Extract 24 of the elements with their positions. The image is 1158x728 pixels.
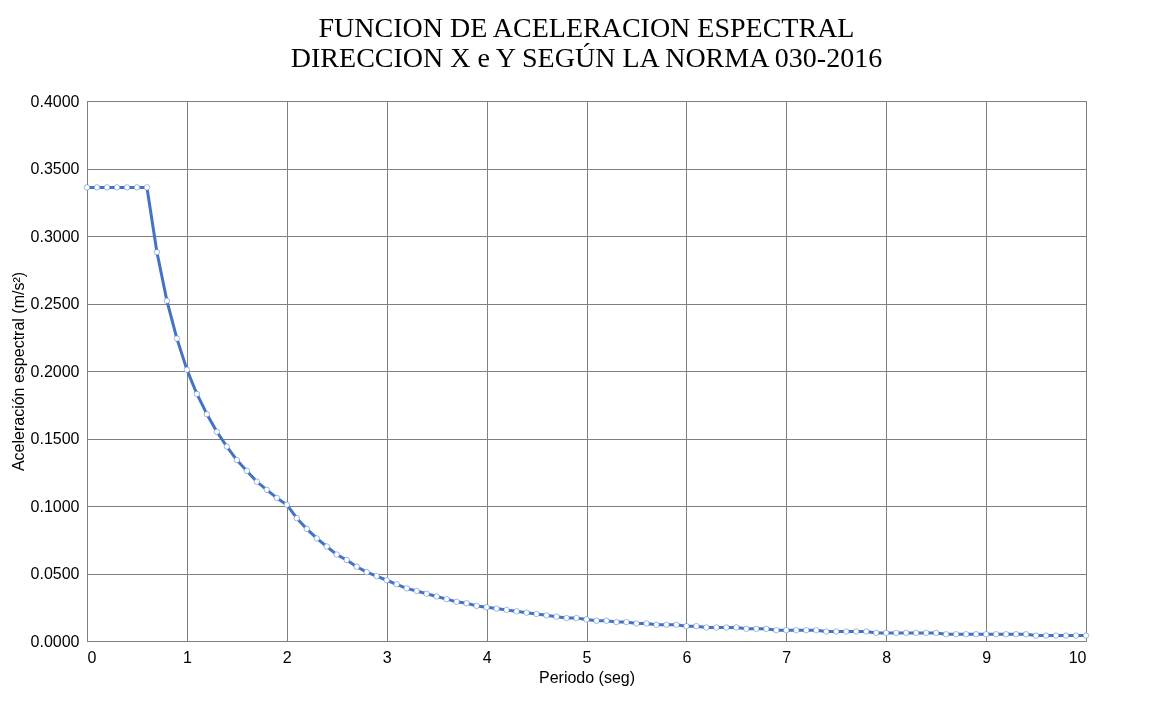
x-tick-label: 2 (282, 648, 292, 666)
x-tick-label: 0 (87, 648, 97, 666)
y-tick-label: 0.1500 (30, 430, 80, 447)
y-tick-label: 0.0000 (30, 632, 80, 650)
text: DIRECCION X e Y SEGÚN LA NORMA 030-2016 (290, 42, 883, 73)
x-tick-label: 6 (682, 648, 692, 666)
x-axis-title: Periodo (seg) (538, 668, 636, 686)
y-tick-label: 0.4000 (30, 92, 80, 110)
x-tick-label: 8 (882, 648, 892, 666)
x-tick-label: 3 (382, 648, 392, 666)
x-tick-label: 1 (182, 648, 192, 666)
x-tick-label: 10 (1068, 648, 1087, 666)
y-tick-label: 0.0500 (30, 565, 80, 582)
y-tick-label: 0.3500 (30, 160, 80, 177)
x-tick-label: 9 (982, 648, 992, 666)
y-tick-label: 0.2500 (30, 295, 80, 312)
x-tick-label: 4 (482, 648, 492, 666)
text: FUNCION DE ACELERACION ESPECTRAL (318, 12, 855, 43)
x-tick-label: 7 (782, 648, 792, 666)
y-tick-label: 0.1000 (30, 497, 80, 515)
y-tick-label: 0.3000 (30, 227, 80, 245)
y-axis-title: Aceleración espectral (m/s²) (9, 271, 27, 472)
x-tick-label: 5 (582, 648, 592, 666)
y-tick-label: 0.2000 (30, 362, 80, 380)
